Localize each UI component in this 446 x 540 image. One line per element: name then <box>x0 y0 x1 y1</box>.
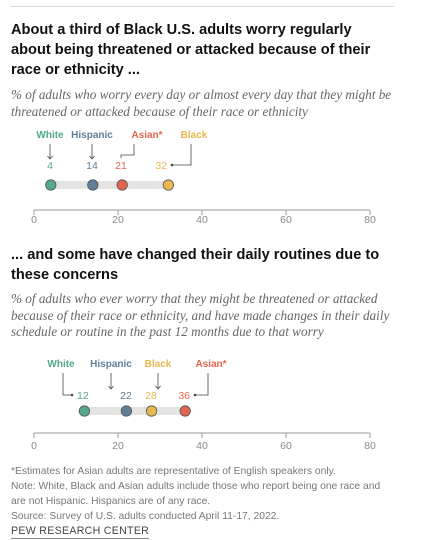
series-name-label: Asian* <box>195 359 226 370</box>
note-race-definition-1: Note: White, Black and Asian adults incl… <box>11 481 381 492</box>
leader-line <box>120 144 135 158</box>
leader-line <box>195 373 209 396</box>
series-name-label: Asian* <box>131 130 162 141</box>
data-point <box>146 405 158 417</box>
top-rule <box>10 6 394 7</box>
data-label: 36 <box>178 390 190 402</box>
data-label: 14 <box>86 160 98 172</box>
series-name-label: Black <box>181 130 208 141</box>
series-name-label: Black <box>145 359 172 370</box>
data-label: 21 <box>115 160 127 172</box>
chart1-dot-plot: 0 20 40 60 80 White 4 Hispanic 14 Asian* 21 Black 32 <box>31 130 376 226</box>
data-point <box>162 179 174 191</box>
data-label: 4 <box>47 160 53 172</box>
series-name-label: White <box>36 130 64 141</box>
leader-line <box>172 144 192 166</box>
leader-arrow <box>108 385 114 390</box>
x-tick-label: 80 <box>364 440 376 452</box>
leader-arrow <box>47 155 53 160</box>
series-name-label: Hispanic <box>71 130 113 141</box>
series-name-label: White <box>47 359 75 370</box>
chart2-dot-plot: 0 20 40 60 80 White 12 Hispanic 22 Black 28 Asian* 3… <box>31 359 376 452</box>
x-tick-label: 20 <box>112 214 124 226</box>
x-tick-label: 40 <box>196 214 208 226</box>
data-label: 12 <box>77 390 89 402</box>
leader-line <box>62 373 72 396</box>
leader-dot <box>170 163 174 167</box>
leader-dot <box>193 393 197 397</box>
notes: *Estimates for Asian adults are represen… <box>11 464 401 524</box>
leader-arrow <box>155 385 161 390</box>
data-point <box>78 405 91 417</box>
chart2-title: ... and some have changed their daily ro… <box>11 247 380 283</box>
data-point <box>87 179 99 191</box>
note-source: Source: Survey of U.S. adults conducted … <box>11 511 280 522</box>
data-point <box>116 179 128 191</box>
data-point <box>45 179 57 191</box>
data-label: 22 <box>120 390 132 402</box>
x-tick-label: 60 <box>280 440 292 452</box>
series-name-label: Hispanic <box>90 359 132 370</box>
chart2-subtitle: % of adults who ever worry that they mig… <box>11 291 390 339</box>
data-label: 32 <box>155 160 167 172</box>
data-point <box>120 405 133 417</box>
x-tick-label: 40 <box>196 440 208 452</box>
footer-brand: PEW RESEARCH CENTER <box>11 525 150 539</box>
x-tick-label: 20 <box>112 440 124 452</box>
leader-dot <box>70 393 74 397</box>
x-tick-label: 60 <box>280 214 292 226</box>
data-point <box>179 405 191 417</box>
note-race-definition-2: are not Hispanic. Hispanics are of any r… <box>11 496 211 507</box>
chart1-subtitle: % of adults who worry every day or almos… <box>11 87 392 119</box>
data-label: 28 <box>145 390 157 402</box>
chart1-title: About a third of Black U.S. adults worry… <box>11 22 371 78</box>
x-tick-label: 0 <box>31 440 37 452</box>
x-tick-label: 80 <box>364 214 376 226</box>
note-asian-estimates: *Estimates for Asian adults are represen… <box>11 466 336 477</box>
leader-arrow <box>89 155 95 160</box>
x-tick-label: 0 <box>31 214 37 226</box>
